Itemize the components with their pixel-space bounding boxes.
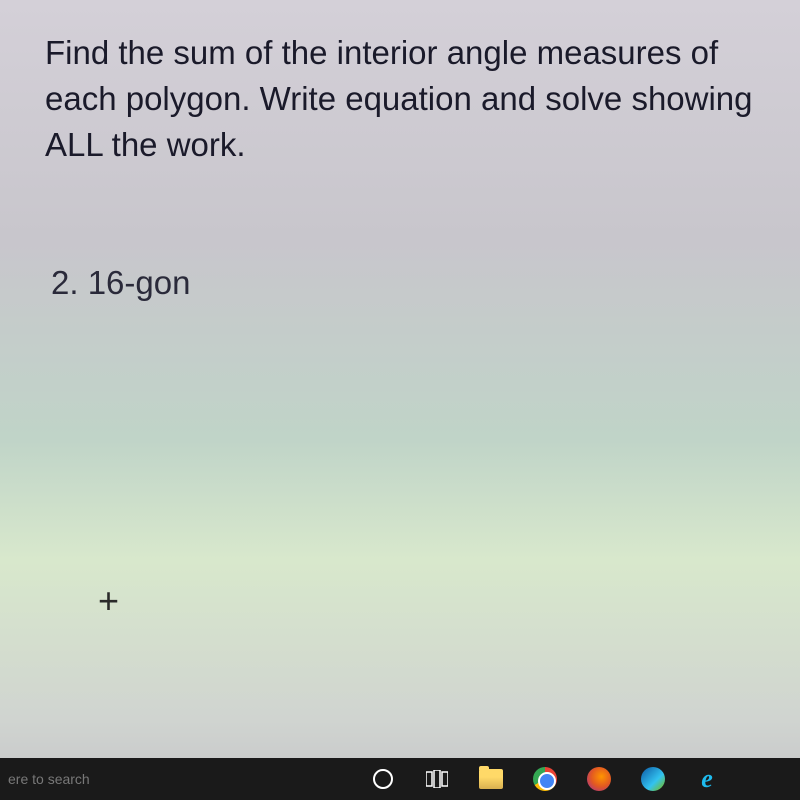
taskbar-icon-group: e xyxy=(370,758,720,800)
instruction-text: Find the sum of the interior angle measu… xyxy=(45,30,760,169)
taskview-icon[interactable] xyxy=(424,766,450,792)
cortana-icon[interactable] xyxy=(370,766,396,792)
document-content: Find the sum of the interior angle measu… xyxy=(0,0,800,758)
cursor-indicator: + xyxy=(98,580,119,622)
chrome-icon[interactable] xyxy=(532,766,558,792)
problem-body: 16-gon xyxy=(88,264,191,301)
firefox-icon[interactable] xyxy=(586,766,612,792)
taskbar-search[interactable]: ere to search xyxy=(0,758,130,800)
internet-explorer-icon[interactable]: e xyxy=(694,767,720,791)
edge-icon[interactable] xyxy=(640,766,666,792)
windows-taskbar: ere to search e xyxy=(0,758,800,800)
file-explorer-icon[interactable] xyxy=(478,766,504,792)
problem-number: 2. xyxy=(51,264,79,301)
problem-item: 2. 16-gon xyxy=(51,264,760,302)
